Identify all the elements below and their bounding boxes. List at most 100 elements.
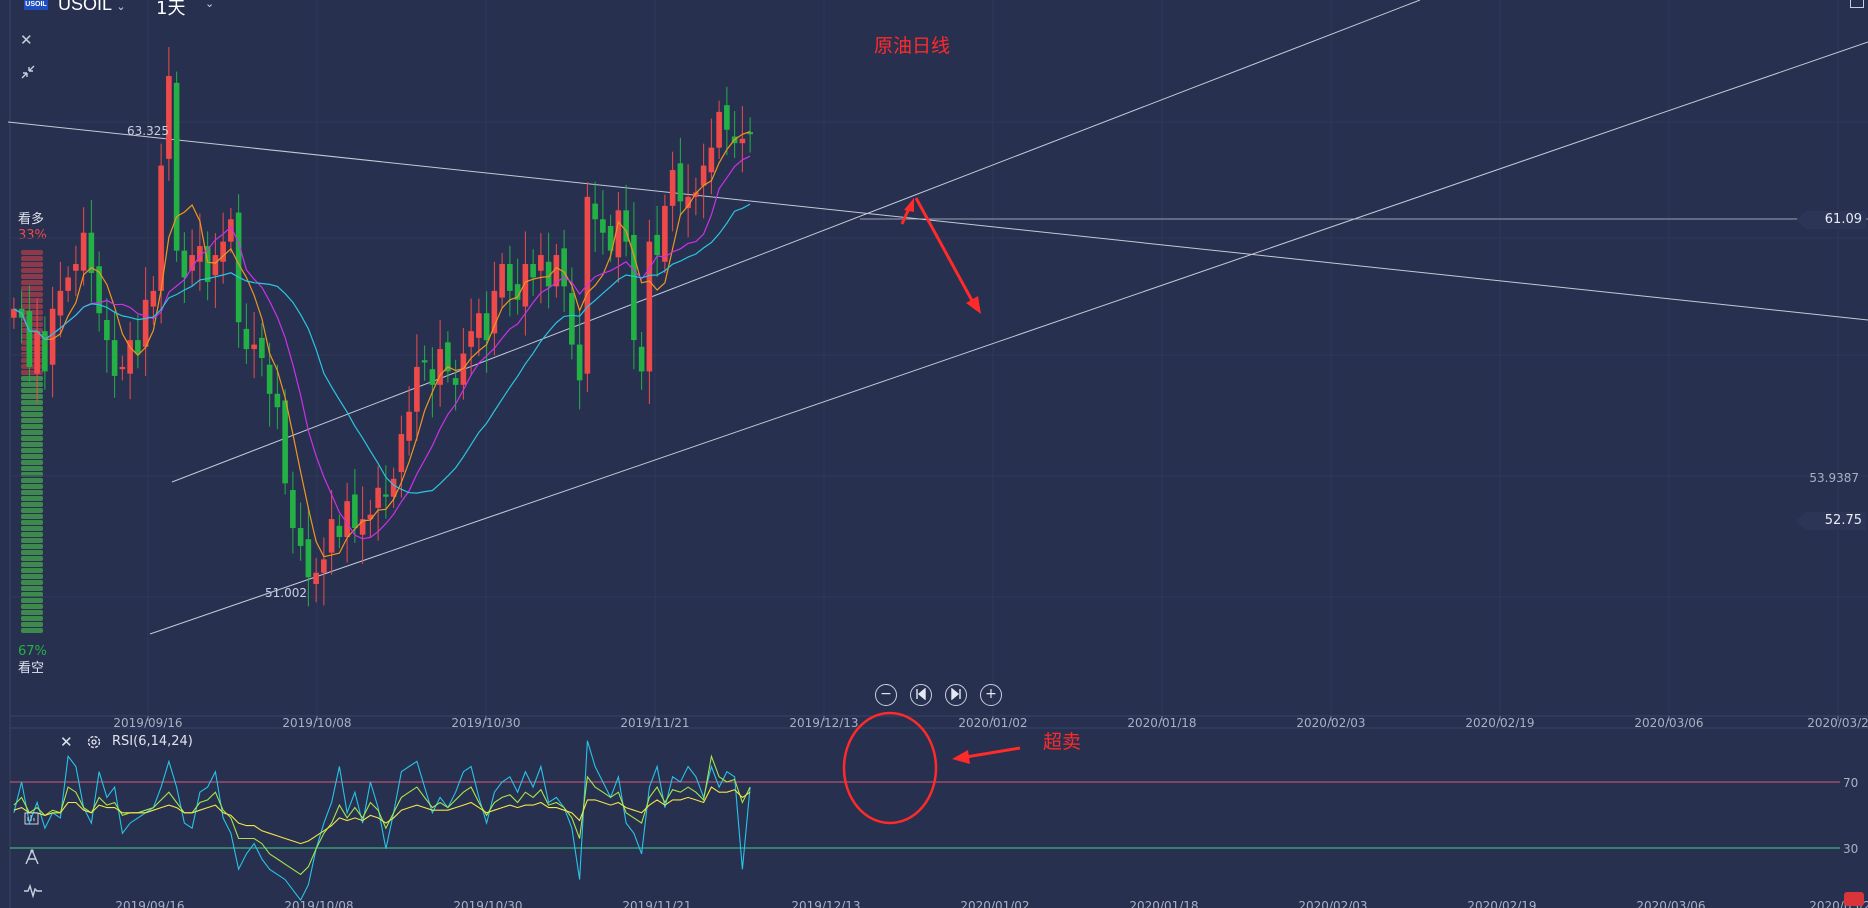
candle-body (708, 147, 715, 173)
candle (259, 323, 265, 377)
candle (104, 298, 110, 373)
bear-label: 看空 (18, 661, 45, 676)
gauge-segment (21, 376, 43, 381)
candle (11, 297, 17, 329)
candle-body (631, 234, 637, 341)
candle-body (514, 284, 521, 300)
zoom-in-button[interactable]: + (980, 684, 1002, 706)
candle (638, 332, 645, 390)
gauge-segment (21, 532, 43, 537)
rsi-line (13, 754, 751, 876)
candle-body (220, 241, 226, 262)
low-label: 51.002 (265, 586, 307, 600)
candle (266, 342, 273, 427)
candle (731, 110, 738, 158)
candle-body (724, 105, 730, 130)
candle (197, 213, 203, 291)
candle (716, 100, 722, 159)
candle-body (561, 248, 567, 287)
go-start-button[interactable] (910, 684, 932, 706)
candle-body (34, 331, 40, 374)
candle-body (204, 246, 211, 282)
go-end-button[interactable] (945, 684, 967, 706)
gauge-segment (21, 274, 43, 279)
bull-label: 看多 (18, 212, 45, 227)
gauge-segment (21, 562, 43, 567)
candle (26, 285, 33, 382)
candle-body (158, 165, 164, 291)
gauge-segment (21, 586, 43, 591)
candle-body (313, 572, 319, 584)
candle-body (235, 212, 242, 323)
collapse-icon[interactable] (20, 64, 36, 83)
candle (57, 261, 64, 338)
candle (499, 252, 505, 309)
candle-body (669, 170, 676, 206)
candle (739, 106, 746, 173)
candle-body (88, 232, 95, 273)
current-price-tag: 61.09 (1796, 211, 1866, 229)
candle (336, 514, 343, 549)
candle (328, 490, 335, 575)
candle (173, 71, 180, 262)
candle (313, 558, 319, 603)
candle-body (468, 331, 474, 347)
candle-body (530, 264, 536, 278)
candle (243, 303, 250, 364)
waveform-icon[interactable] (24, 883, 42, 902)
notification-icon[interactable] (1844, 892, 1864, 906)
candle (646, 219, 653, 405)
down-arrow (900, 197, 981, 314)
candle (96, 251, 102, 332)
gauge-segment (21, 430, 43, 435)
x-tick-label: 2020/01/02 (958, 716, 1027, 730)
gauge-segment (21, 454, 43, 459)
candle (576, 311, 583, 410)
gauge-segment (21, 520, 43, 525)
x-tick-label: 2020/03/06 (1636, 899, 1705, 908)
period-selector[interactable]: 1天 (156, 0, 186, 19)
candle (406, 386, 412, 456)
symbol-selector[interactable]: USOIL ⌄ (58, 0, 126, 15)
gauge-segment (21, 574, 43, 579)
candle (305, 506, 312, 607)
candle (282, 389, 288, 495)
gauge-segment (21, 448, 43, 453)
moving-averages (13, 131, 751, 558)
candle (693, 177, 699, 216)
close-icon[interactable]: ✕ (60, 733, 73, 751)
candle (445, 331, 451, 383)
oversold-circle (842, 711, 938, 825)
candle-body (212, 255, 219, 276)
candle (747, 117, 753, 153)
gauge-segment (21, 622, 43, 627)
candle (189, 229, 195, 286)
candle-body (569, 293, 575, 345)
candle-body (135, 340, 141, 354)
chevron-down-icon[interactable]: ⌄ (205, 0, 215, 10)
candle-body (685, 196, 691, 209)
candle-body (375, 487, 381, 508)
gear-icon[interactable] (86, 734, 102, 754)
x-tick-label: 2019/09/16 (113, 716, 182, 730)
zoom-out-button[interactable]: − (875, 684, 897, 706)
candle-body (545, 261, 552, 287)
candle (437, 319, 443, 407)
window-icon[interactable] (1850, 0, 1864, 8)
candle (669, 151, 676, 232)
gauge-segment (21, 526, 43, 531)
close-icon[interactable]: ✕ (20, 31, 33, 49)
drawing-tool-icon[interactable] (24, 848, 40, 870)
candle-body (111, 340, 118, 376)
gauge-segment (21, 478, 43, 483)
gauge-segment (21, 280, 43, 285)
candle-body (251, 344, 257, 350)
gauge-segment (21, 262, 43, 267)
gauge-segment (21, 394, 43, 399)
x-tick-label: 2020/01/18 (1129, 899, 1198, 908)
gauge-segment (21, 568, 43, 573)
candle (367, 499, 374, 538)
indicator-icon[interactable] (24, 810, 40, 830)
candle-body (282, 400, 288, 484)
